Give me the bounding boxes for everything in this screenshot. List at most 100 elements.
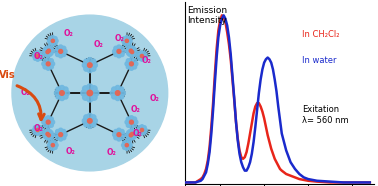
Circle shape (137, 128, 140, 132)
Circle shape (43, 134, 47, 137)
Circle shape (12, 15, 168, 171)
Circle shape (132, 117, 136, 121)
Circle shape (129, 116, 133, 120)
Circle shape (114, 129, 118, 134)
Circle shape (81, 90, 87, 96)
Circle shape (84, 115, 89, 120)
Text: O₂: O₂ (142, 56, 152, 65)
Circle shape (56, 87, 61, 92)
Circle shape (129, 53, 133, 56)
Text: In water: In water (302, 56, 337, 65)
Circle shape (51, 134, 54, 137)
Circle shape (138, 57, 141, 60)
Circle shape (127, 136, 130, 140)
Circle shape (39, 52, 42, 55)
Circle shape (59, 96, 64, 101)
Circle shape (127, 52, 130, 55)
Circle shape (43, 49, 47, 52)
Circle shape (132, 52, 135, 55)
Circle shape (128, 37, 131, 40)
Circle shape (49, 42, 52, 45)
Circle shape (117, 45, 121, 49)
Circle shape (128, 48, 131, 51)
Circle shape (87, 58, 92, 62)
Circle shape (56, 129, 60, 134)
Text: O₂: O₂ (93, 40, 103, 49)
Circle shape (40, 128, 43, 132)
Circle shape (127, 50, 130, 54)
Circle shape (140, 58, 144, 61)
Circle shape (114, 52, 118, 57)
Circle shape (49, 146, 52, 149)
Text: O₂: O₂ (131, 105, 141, 114)
Circle shape (50, 62, 54, 66)
Circle shape (140, 125, 144, 128)
Circle shape (129, 137, 133, 140)
Circle shape (140, 132, 144, 135)
Circle shape (134, 50, 137, 54)
Circle shape (112, 87, 116, 92)
Circle shape (129, 66, 133, 70)
Circle shape (34, 52, 37, 55)
Circle shape (47, 137, 51, 140)
Circle shape (46, 116, 50, 120)
Circle shape (63, 133, 67, 137)
Circle shape (59, 54, 63, 58)
Circle shape (132, 59, 136, 63)
Circle shape (125, 43, 129, 46)
Circle shape (130, 62, 133, 66)
Circle shape (87, 124, 92, 128)
Circle shape (130, 120, 133, 124)
Circle shape (59, 137, 63, 141)
Circle shape (49, 37, 52, 40)
Circle shape (51, 43, 54, 46)
Circle shape (43, 65, 47, 69)
Circle shape (132, 46, 135, 50)
Circle shape (50, 46, 53, 50)
Circle shape (59, 133, 63, 137)
Circle shape (34, 131, 37, 134)
Circle shape (48, 53, 52, 56)
Circle shape (128, 141, 131, 144)
Circle shape (56, 52, 60, 57)
Circle shape (65, 91, 70, 95)
Circle shape (125, 49, 129, 52)
Circle shape (63, 94, 68, 99)
Circle shape (84, 59, 89, 64)
Circle shape (46, 129, 49, 132)
Circle shape (50, 52, 53, 55)
Circle shape (88, 118, 92, 123)
Circle shape (129, 124, 133, 129)
Circle shape (60, 91, 64, 95)
Circle shape (129, 57, 133, 62)
Circle shape (82, 63, 87, 68)
Circle shape (46, 50, 49, 54)
Circle shape (87, 96, 93, 102)
Circle shape (126, 117, 130, 121)
Circle shape (93, 90, 99, 96)
Circle shape (63, 87, 68, 92)
Circle shape (128, 135, 131, 138)
Circle shape (51, 144, 54, 147)
Circle shape (82, 118, 87, 123)
Circle shape (50, 120, 54, 124)
Circle shape (143, 131, 146, 134)
Circle shape (140, 51, 144, 54)
Circle shape (129, 49, 132, 52)
Circle shape (125, 62, 129, 66)
Circle shape (36, 58, 39, 61)
Circle shape (120, 46, 124, 50)
Circle shape (134, 120, 138, 124)
Circle shape (132, 123, 136, 127)
Circle shape (125, 120, 129, 124)
Circle shape (45, 52, 48, 55)
Text: Vis: Vis (0, 70, 15, 80)
Circle shape (120, 52, 124, 57)
Circle shape (91, 94, 97, 100)
Circle shape (36, 128, 39, 132)
Circle shape (130, 54, 134, 57)
Circle shape (39, 126, 42, 129)
Circle shape (121, 49, 125, 53)
Circle shape (126, 65, 130, 69)
Circle shape (120, 136, 124, 140)
